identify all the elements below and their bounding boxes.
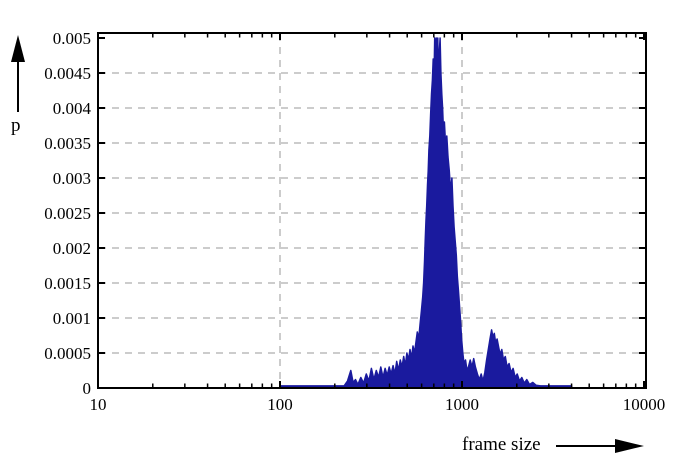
y-axis-title: p bbox=[11, 115, 21, 136]
y-tick-label: 0.002 bbox=[53, 239, 91, 258]
y-tick-label: 0.0025 bbox=[44, 204, 91, 223]
tick-labels: 0 0.0005 0.001 0.0015 0.002 0.0025 0.003 0.0035… bbox=[44, 29, 665, 414]
x-tick-label: 1000 bbox=[445, 395, 479, 414]
y-tick-label: 0.003 bbox=[53, 169, 91, 188]
plot-border bbox=[97, 32, 647, 389]
density-curve bbox=[279, 37, 573, 389]
probability-density-area bbox=[279, 37, 573, 389]
x-axis-title: frame size bbox=[462, 434, 541, 455]
y-tick-label: 0.0015 bbox=[44, 274, 91, 293]
x-tick-label: 100 bbox=[267, 395, 293, 414]
y-tick-label: 0.0035 bbox=[44, 134, 91, 153]
plot-border-and-ticks bbox=[97, 32, 647, 389]
y-tick-label: 0.004 bbox=[53, 99, 92, 118]
y-tick-label: 0.0005 bbox=[44, 344, 91, 363]
y-tick-label: 0.005 bbox=[53, 29, 91, 48]
y-tick-label: 0.0045 bbox=[44, 64, 91, 83]
gridlines bbox=[99, 34, 645, 387]
x-tick-label: 10000 bbox=[623, 395, 666, 414]
y-axis-arrow-icon bbox=[11, 35, 25, 112]
x-axis-arrow-icon bbox=[556, 439, 644, 453]
y-tick-label: 0.001 bbox=[53, 309, 91, 328]
x-tick-label: 10 bbox=[90, 395, 107, 414]
y-tick-label: 0 bbox=[83, 379, 92, 398]
